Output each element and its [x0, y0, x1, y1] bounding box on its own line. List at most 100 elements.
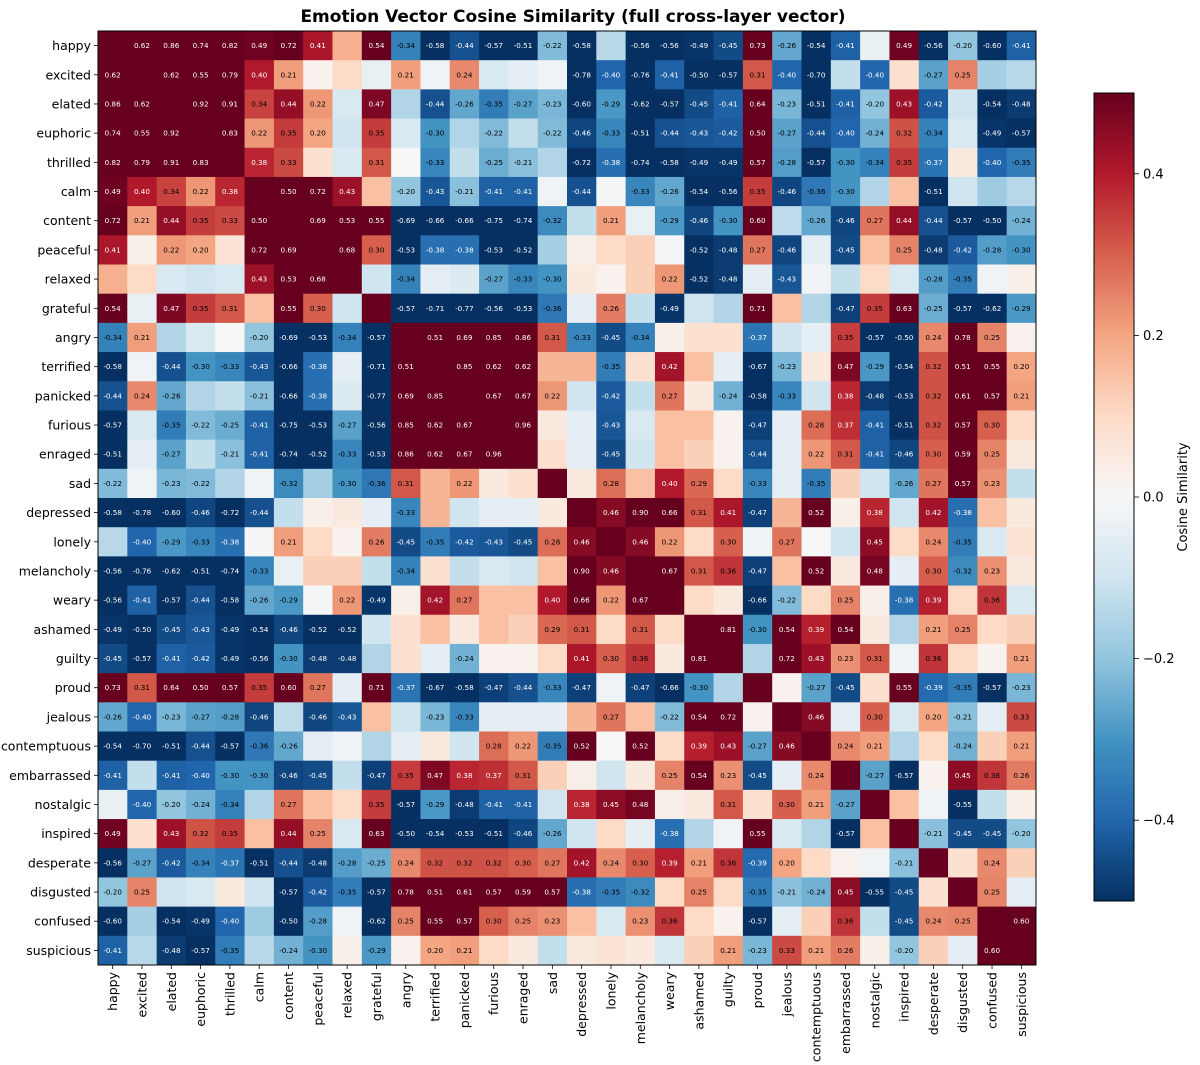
heatmap-cell	[654, 147, 685, 178]
cell-value-label: -0.56	[924, 41, 943, 50]
heatmap-cell	[185, 819, 216, 849]
cell-value-label: 0.90	[632, 508, 648, 517]
cell-value-label: -0.40	[836, 129, 855, 138]
cell-value-label: -0.43	[484, 537, 503, 546]
heatmap-cell	[273, 614, 304, 645]
cell-value-label: -0.58	[103, 362, 122, 371]
heatmap-cell	[596, 643, 627, 674]
heatmap-cell	[244, 760, 275, 791]
heatmap-cell	[654, 585, 685, 616]
heatmap-cell	[332, 206, 363, 236]
cell-value-label: -0.47	[631, 683, 650, 692]
heatmap-cell	[537, 31, 568, 61]
heatmap-cell	[596, 60, 627, 90]
cell-value-label: -0.41	[865, 421, 884, 430]
cell-value-label: -0.46	[690, 216, 709, 225]
cell-value-label: -0.33	[426, 158, 445, 167]
heatmap-cell	[332, 118, 363, 149]
cell-value-label: 0.69	[310, 216, 326, 225]
cell-value-label: 0.63	[368, 829, 384, 838]
heatmap-cell	[772, 206, 802, 236]
cell-value-label: -0.45	[602, 333, 621, 342]
cell-value-label: -0.46	[778, 187, 797, 196]
heatmap-cell	[801, 89, 832, 119]
heatmap-cell	[273, 585, 304, 616]
cell-value-label: 0.21	[808, 946, 824, 955]
heatmap-cell	[567, 614, 597, 645]
cell-value-label: 0.29	[691, 479, 707, 488]
heatmap-cell	[977, 906, 1008, 937]
heatmap-cell	[361, 906, 392, 937]
x-tick-label: ashamed	[691, 972, 706, 1030]
heatmap-cell	[537, 118, 568, 149]
heatmap-cell	[391, 176, 421, 207]
heatmap-cell	[742, 498, 773, 528]
heatmap-cell	[391, 760, 421, 791]
heatmap-cell	[1006, 935, 1037, 966]
heatmap-cell	[889, 673, 920, 703]
heatmap-cell	[391, 206, 421, 236]
cell-value-label: 0.32	[925, 362, 941, 371]
cell-value-label: -0.42	[162, 858, 181, 867]
cell-value-label: -0.25	[924, 304, 943, 313]
cell-value-label: -0.57	[221, 742, 240, 751]
heatmap-cell	[948, 439, 978, 470]
heatmap-cell	[449, 614, 480, 645]
cell-value-label: -0.52	[338, 625, 357, 634]
plot-frame	[97, 30, 1037, 966]
cell-value-label: 0.39	[662, 858, 678, 867]
heatmap-cell	[98, 731, 128, 762]
heatmap-cell	[479, 235, 509, 265]
heatmap-cell	[977, 527, 1008, 557]
cell-value-label: 0.62	[427, 450, 443, 459]
heatmap-cell	[596, 410, 627, 441]
cell-value-label: 0.31	[574, 625, 590, 634]
heatmap-cell	[1006, 147, 1037, 178]
cell-value-label: -0.57	[396, 800, 415, 809]
cell-value-label: 0.49	[251, 41, 267, 50]
heatmap-cell	[713, 877, 744, 908]
heatmap-cell	[361, 264, 392, 295]
heatmap-cell	[567, 235, 597, 265]
heatmap-cell	[772, 498, 802, 528]
heatmap-cell	[977, 585, 1008, 616]
cell-value-label: -0.28	[338, 858, 357, 867]
cell-value-label: 0.96	[515, 421, 531, 430]
heatmap-cell	[918, 468, 949, 499]
cell-value-label: 0.21	[867, 742, 883, 751]
y-tick-label: angry	[55, 330, 92, 345]
heatmap-cell	[684, 556, 714, 586]
heatmap-cell	[332, 322, 363, 353]
heatmap-cell	[1006, 643, 1037, 674]
heatmap-cell	[479, 293, 509, 324]
heatmap-cell	[420, 235, 451, 265]
heatmap-cell	[801, 235, 832, 265]
heatmap-cell	[918, 906, 949, 937]
cell-value-label: -0.51	[895, 421, 914, 430]
heatmap-cell	[215, 819, 245, 849]
heatmap-cell	[537, 352, 568, 382]
cell-value-label: -0.58	[455, 683, 474, 692]
cell-value-label: 0.24	[925, 333, 941, 342]
cell-value-label: -0.26	[807, 216, 826, 225]
heatmap-cell	[420, 702, 451, 732]
heatmap-cell	[420, 819, 451, 849]
cell-value-label: -0.51	[807, 99, 826, 108]
cell-value-label: 0.42	[427, 596, 443, 605]
cell-value-label: -0.33	[221, 362, 240, 371]
heatmap-cell	[654, 381, 685, 411]
cell-value-label: -0.46	[279, 771, 298, 780]
cell-value-label: 0.22	[662, 275, 678, 284]
cell-value-label: -0.21	[221, 450, 240, 459]
cell-value-label: 0.21	[281, 537, 297, 546]
heatmap-cell	[742, 673, 773, 703]
x-tick-label: excited	[134, 972, 149, 1018]
heatmap-cell	[918, 848, 949, 878]
heatmap-cell	[537, 264, 568, 295]
cell-value-label: 0.78	[955, 333, 971, 342]
cell-value-label: -0.34	[924, 129, 943, 138]
cell-value-label: -0.41	[103, 946, 122, 955]
heatmap-cell	[625, 60, 656, 90]
cell-value-label: -0.30	[426, 129, 445, 138]
cell-value-label: -0.44	[162, 362, 181, 371]
